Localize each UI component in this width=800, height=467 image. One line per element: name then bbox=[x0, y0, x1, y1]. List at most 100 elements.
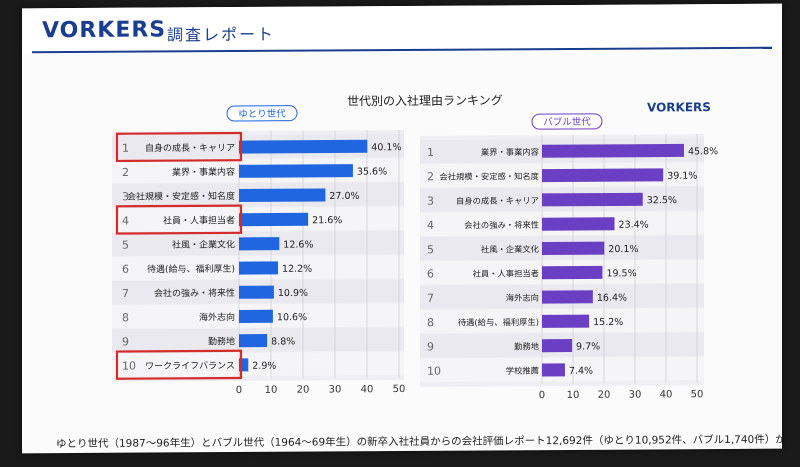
category-label: 自身の成長・キャリア bbox=[456, 195, 539, 206]
highlight-box bbox=[115, 349, 243, 380]
value-label: 32.5% bbox=[647, 195, 677, 206]
category-label: 海外志向 bbox=[506, 293, 539, 303]
category-label: 会社の強み・将来性 bbox=[464, 220, 539, 230]
rank-number: 1 bbox=[427, 146, 434, 159]
bar bbox=[239, 285, 274, 299]
value-label: 35.6% bbox=[357, 166, 387, 177]
x-tick-label: 40 bbox=[361, 384, 374, 395]
rank-number: 9 bbox=[122, 335, 129, 348]
rank-number: 3 bbox=[122, 190, 129, 203]
x-tick-label: 0 bbox=[539, 390, 545, 401]
value-label: 45.8% bbox=[688, 146, 718, 157]
rank-number: 5 bbox=[122, 239, 129, 252]
rank-number: 7 bbox=[122, 287, 129, 300]
bar bbox=[239, 309, 273, 323]
group-pill bbox=[226, 105, 298, 122]
value-label: 27.0% bbox=[329, 191, 359, 202]
rank-number: 4 bbox=[427, 219, 434, 232]
slide-screen: VORKERS 調査レポート 世代別の入社理由ランキング VORKERS ゆとり… bbox=[22, 3, 782, 454]
bar bbox=[542, 265, 603, 280]
bar bbox=[239, 188, 326, 202]
row-stripe bbox=[112, 351, 404, 377]
bar bbox=[542, 314, 590, 328]
value-label: 10.6% bbox=[277, 312, 307, 323]
rank-number: 6 bbox=[427, 267, 434, 280]
x-tick-label: 20 bbox=[598, 390, 611, 401]
value-label: 2.9% bbox=[252, 361, 276, 372]
rank-number: 7 bbox=[427, 292, 434, 305]
highlight-box bbox=[115, 204, 243, 235]
value-label: 12.2% bbox=[282, 264, 312, 275]
x-tick-label: 30 bbox=[329, 384, 342, 395]
value-label: 12.6% bbox=[283, 239, 313, 250]
bar bbox=[239, 334, 268, 348]
category-label: 業界・事業内容 bbox=[481, 147, 539, 157]
rank-number: 10 bbox=[427, 365, 441, 378]
rank-number: 2 bbox=[122, 166, 129, 179]
bar bbox=[239, 212, 309, 227]
bar bbox=[542, 241, 605, 255]
rank-number: 4 bbox=[122, 214, 129, 227]
rank-number: 8 bbox=[122, 311, 129, 324]
bar bbox=[239, 164, 353, 178]
value-label: 40.1% bbox=[371, 142, 401, 153]
category-label: 待遇(給与、福利厚生) bbox=[458, 317, 539, 327]
bar bbox=[542, 217, 615, 231]
category-label: 待遇(給与、福利厚生) bbox=[147, 263, 235, 276]
category-label: ワークライフバランス bbox=[145, 360, 235, 372]
rank-number: 8 bbox=[427, 316, 434, 329]
category-label: 会社規模・安定感・知名度 bbox=[439, 171, 539, 182]
rank-number: 9 bbox=[427, 340, 434, 353]
x-tick-label: 10 bbox=[265, 385, 278, 396]
category-label: 業界・事業内容 bbox=[172, 166, 235, 178]
rank-number: 6 bbox=[122, 263, 129, 276]
category-label: 学校推薦 bbox=[506, 366, 539, 376]
x-tick-label: 40 bbox=[660, 389, 673, 400]
category-label: 勤務地 bbox=[514, 341, 539, 351]
category-label: 勤務地 bbox=[208, 335, 235, 347]
bar bbox=[542, 192, 643, 207]
group-pill bbox=[531, 113, 603, 130]
bar bbox=[542, 290, 593, 304]
category-label: 海外志向 bbox=[199, 311, 235, 323]
value-label: 19.5% bbox=[606, 268, 636, 279]
x-tick-label: 50 bbox=[393, 384, 406, 395]
rank-number: 3 bbox=[427, 195, 434, 208]
highlight-box bbox=[115, 131, 243, 163]
bar bbox=[542, 339, 573, 353]
value-label: 8.8% bbox=[271, 336, 295, 347]
x-tick-label: 0 bbox=[236, 385, 242, 396]
group-label: バブル世代 bbox=[543, 116, 591, 128]
value-label: 39.1% bbox=[667, 171, 697, 182]
bar bbox=[239, 237, 280, 251]
value-label: 20.1% bbox=[608, 244, 638, 255]
bar bbox=[542, 143, 684, 158]
x-tick-label: 30 bbox=[629, 390, 642, 401]
value-label: 15.2% bbox=[593, 317, 623, 328]
rank-number: 10 bbox=[122, 360, 136, 373]
category-label: 社員・人事担当者 bbox=[473, 268, 539, 278]
x-tick-label: 50 bbox=[691, 389, 704, 400]
rank-number: 1 bbox=[122, 142, 129, 155]
rank-number: 2 bbox=[427, 170, 434, 183]
value-label: 10.9% bbox=[278, 288, 308, 299]
bar bbox=[542, 363, 565, 377]
category-label: 会社の強み・将来性 bbox=[154, 287, 235, 299]
rank-number: 5 bbox=[427, 243, 434, 256]
category-label: 社員・人事担当者 bbox=[163, 214, 235, 226]
value-label: 21.6% bbox=[312, 215, 342, 226]
bar bbox=[239, 261, 279, 275]
x-tick-label: 10 bbox=[567, 390, 580, 401]
value-label: 23.4% bbox=[619, 220, 649, 231]
category-label: 社風・企業文化 bbox=[481, 244, 539, 254]
bar bbox=[542, 168, 664, 183]
value-label: 7.4% bbox=[569, 366, 593, 377]
value-label: 16.4% bbox=[597, 293, 627, 304]
category-label: 会社規模・安定感・知名度 bbox=[127, 190, 235, 203]
bar bbox=[239, 139, 368, 154]
group-label: ゆとり世代 bbox=[238, 108, 286, 120]
x-tick-label: 20 bbox=[297, 385, 310, 396]
category-label: 社風・企業文化 bbox=[172, 238, 235, 250]
category-label: 自身の成長・キャリア bbox=[145, 142, 235, 155]
